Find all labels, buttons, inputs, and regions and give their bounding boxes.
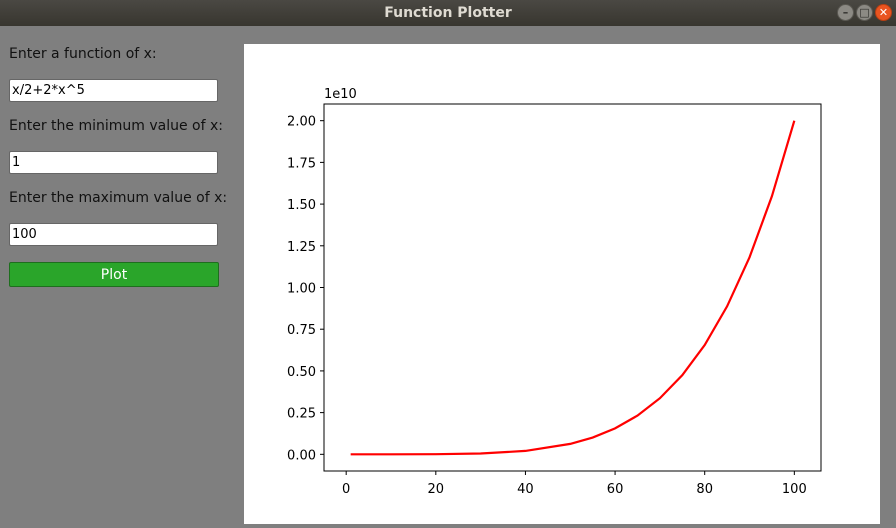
maximize-button[interactable]: □ [856, 4, 873, 21]
title-bar: Function Plotter – □ ✕ [0, 0, 896, 26]
line-chart: 0 20 40 60 80 100 0.00 0.25 0.50 0.75 1.00 1.25 1.5… [287, 87, 822, 497]
function-label: Enter a function of x: [9, 46, 157, 62]
close-button[interactable]: ✕ [875, 4, 892, 21]
y-tick-label: 2.00 [287, 115, 316, 130]
max-value-input[interactable] [9, 223, 218, 246]
x-axis: 0 20 40 60 80 100 [342, 471, 807, 497]
x-tick-label: 100 [782, 482, 807, 497]
x-tick-label: 60 [607, 482, 624, 497]
x-tick-label: 0 [342, 482, 350, 497]
y-tick-label: 1.25 [287, 240, 316, 255]
y-tick-label: 1.75 [287, 156, 316, 171]
y-tick-label: 0.50 [287, 365, 316, 380]
x-tick-label: 20 [428, 482, 445, 497]
y-offset-label: 1e10 [324, 87, 357, 102]
y-tick-label: 1.50 [287, 198, 316, 213]
y-tick-label: 0.00 [287, 448, 316, 463]
y-tick-label: 0.75 [287, 323, 316, 338]
max-value-label: Enter the maximum value of x: [9, 190, 228, 206]
window-title: Function Plotter [384, 5, 512, 21]
min-value-label: Enter the minimum value of x: [9, 118, 223, 134]
y-axis: 0.00 0.25 0.50 0.75 1.00 1.25 1.50 1.75 2.00 [287, 115, 324, 463]
plot-canvas: 0 20 40 60 80 100 0.00 0.25 0.50 0.75 1.00 1.25 1.5… [244, 44, 880, 524]
y-tick-label: 0.25 [287, 407, 316, 422]
min-value-input[interactable] [9, 151, 218, 174]
function-series-line [350, 120, 796, 456]
function-input[interactable] [9, 79, 218, 102]
plot-button[interactable]: Plot [9, 262, 219, 287]
window-controls: – □ ✕ [837, 4, 892, 21]
x-tick-label: 40 [517, 482, 534, 497]
x-tick-label: 80 [696, 482, 713, 497]
plot-area-frame [323, 103, 822, 472]
y-tick-label: 1.00 [287, 282, 316, 297]
minimize-button[interactable]: – [837, 4, 854, 21]
